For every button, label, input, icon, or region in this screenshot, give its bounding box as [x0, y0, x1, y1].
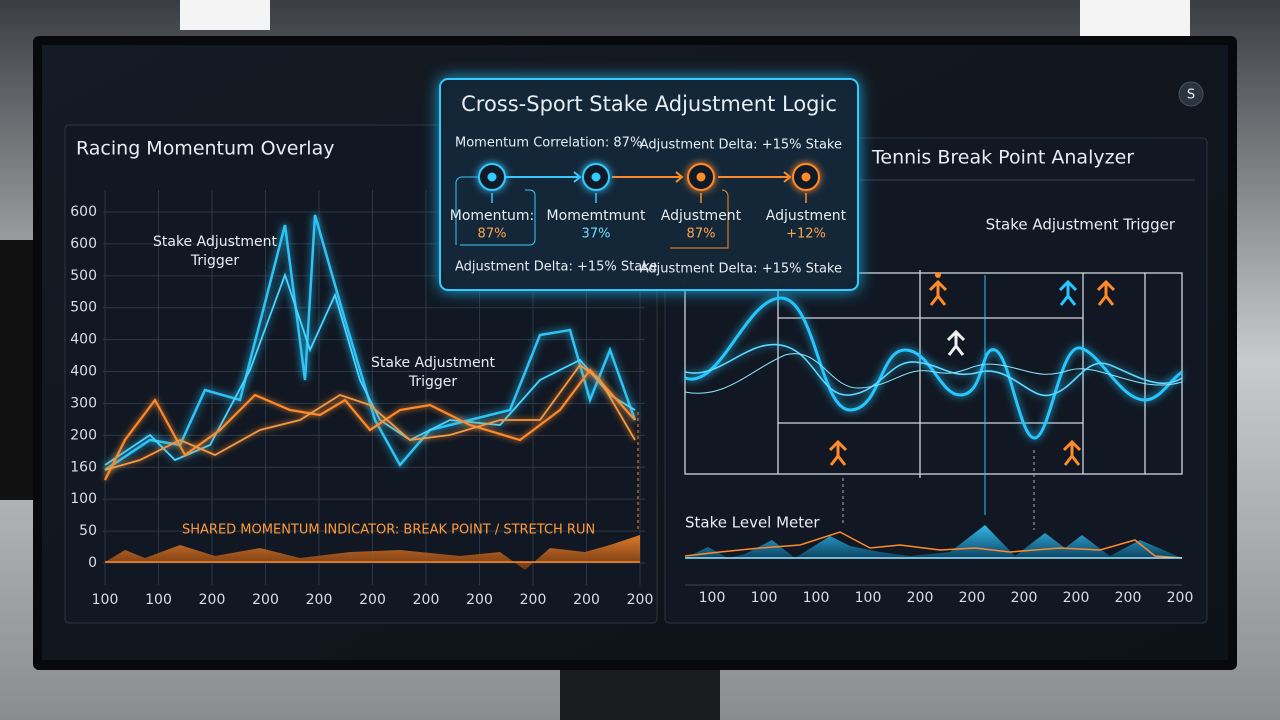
annotation: Stake Adjustment: [153, 234, 278, 250]
x-tick-label: 200: [520, 592, 547, 608]
stake-meter-area: [685, 525, 1182, 558]
x-tick-label: 200: [907, 590, 934, 606]
avatar-initial: S: [1187, 88, 1195, 103]
flow-node-core: [487, 172, 497, 182]
node-value: 87%: [478, 227, 507, 242]
popup-stat: Momentum Correlation: 87%: [455, 136, 642, 151]
x-tick-label: 100: [855, 590, 882, 606]
x-tick-label: 100: [92, 592, 119, 608]
logic-popup: [439, 78, 859, 291]
popup-title: Cross-Sport Stake Adjustment Logic: [461, 92, 837, 116]
ceiling-light: [180, 0, 270, 30]
node-value: +12%: [786, 227, 826, 242]
x-tick-label: 200: [466, 592, 493, 608]
x-tick-label: 200: [199, 592, 226, 608]
annotation: Stake Adjustment Trigger: [986, 216, 1176, 234]
racing-line: [104, 363, 636, 471]
x-tick-label: 200: [1063, 590, 1090, 606]
x-tick-label: 100: [145, 592, 172, 608]
y-tick-label: 500: [70, 300, 97, 316]
y-tick-label: 50: [79, 523, 97, 539]
flow-arrows: [455, 171, 792, 249]
annotation: Stake Adjustment: [371, 355, 496, 371]
y-tick-label: 200: [70, 427, 97, 443]
panel-title: Racing Momentum Overlay: [76, 138, 334, 160]
panel-title: Tennis Break Point Analyzer: [871, 147, 1134, 169]
x-tick-label: 100: [803, 590, 830, 606]
avatar[interactable]: [1178, 81, 1204, 107]
y-tick-label: 0: [88, 555, 97, 571]
x-tick-label: 200: [573, 592, 600, 608]
y-tick-label: 300: [70, 395, 97, 411]
flow-node-core: [801, 172, 811, 182]
node-label: Momentum:: [450, 208, 535, 224]
x-tick-label: 200: [252, 592, 279, 608]
x-tick-label: 200: [306, 592, 333, 608]
y-tick-label: 600: [70, 236, 97, 252]
x-tick-label: 200: [627, 592, 654, 608]
y-tick-label: 500: [70, 268, 97, 284]
y-tick-label: 400: [70, 364, 97, 380]
node-value: 87%: [687, 227, 716, 242]
x-tick-label: 200: [413, 592, 440, 608]
x-tick-label: 200: [1167, 590, 1194, 606]
node-label: Adjustment: [766, 208, 847, 224]
annotation: Trigger: [190, 253, 240, 269]
break-point-wave: [684, 296, 1183, 440]
meter-label: Stake Level Meter: [685, 514, 820, 532]
y-tick-label: 400: [70, 332, 97, 348]
annotation: Trigger: [408, 374, 458, 390]
indicator-label: SHARED MOMENTUM INDICATOR: BREAK POINT /…: [182, 523, 595, 538]
y-tick-label: 100: [70, 491, 97, 507]
x-tick-label: 100: [751, 590, 778, 606]
break-point-wave: [684, 353, 1183, 394]
x-tick-label: 200: [1011, 590, 1038, 606]
racing-line: [104, 272, 636, 466]
ceiling-light: [1080, 0, 1190, 40]
x-tick-label: 200: [359, 592, 386, 608]
x-tick-label: 200: [1115, 590, 1142, 606]
flow-node-core: [591, 172, 601, 182]
racing-line: [104, 368, 636, 481]
break-point-wave: [684, 343, 1183, 397]
node-label: Adjustment: [661, 208, 742, 224]
y-tick-label: 600: [70, 204, 97, 220]
racing-line: [104, 214, 637, 472]
flow-node-core: [696, 172, 706, 182]
x-tick-label: 200: [959, 590, 986, 606]
stake-meter-line: [684, 531, 1183, 559]
node-value: 37%: [582, 227, 611, 242]
node-label: Momemtmunt: [547, 208, 646, 224]
player-icons: [828, 272, 1116, 466]
popup-stat: Adjustment Delta: +15% Stake: [640, 262, 842, 277]
x-tick-label: 100: [699, 590, 726, 606]
popup-stat: Adjustment Delta: +15% Stake: [640, 138, 842, 153]
y-tick-label: 160: [70, 459, 97, 475]
popup-stat: Adjustment Delta: +15% Stake: [455, 260, 657, 275]
